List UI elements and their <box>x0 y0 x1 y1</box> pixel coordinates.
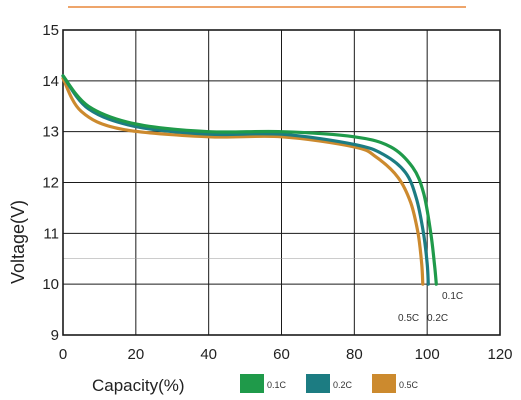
series-line-0.5C <box>61 76 425 286</box>
y-tick-label: 9 <box>51 327 59 344</box>
y-tick-labels: 9 10 11 12 13 14 15 <box>42 22 59 344</box>
legend-swatch-0.5C <box>372 374 396 393</box>
legend-label-0.1C: 0.1C <box>267 380 287 390</box>
y-tick-label: 10 <box>42 276 59 293</box>
x-tick-label: 0 <box>59 346 67 363</box>
y-tick-label: 14 <box>42 73 59 90</box>
x-tick-label: 120 <box>487 346 512 363</box>
legend-label-0.2C: 0.2C <box>333 380 353 390</box>
x-axis-label: Capacity(%) <box>92 376 185 395</box>
x-tick-label: 80 <box>346 346 363 363</box>
plot-frame <box>62 29 501 336</box>
series-layer <box>61 74 438 286</box>
annotation-0.2C: 0.2C <box>427 313 448 324</box>
x-tick-label: 40 <box>200 346 217 363</box>
y-tick-label: 15 <box>42 22 59 39</box>
x-tick-labels: 0 20 40 60 80 100 120 <box>59 346 513 363</box>
y-tick-label: 13 <box>42 124 59 141</box>
series-line-0.2C <box>61 74 430 286</box>
legend-label-0.5C: 0.5C <box>399 380 419 390</box>
grid <box>62 29 501 336</box>
annotation-0.1C: 0.1C <box>442 291 463 302</box>
x-tick-label: 20 <box>127 346 144 363</box>
y-axis-label: Voltage(V) <box>8 200 28 284</box>
legend-swatch-0.2C <box>306 374 330 393</box>
x-tick-label: 60 <box>273 346 290 363</box>
series-line-0.1C <box>61 74 438 286</box>
legend-swatch-0.1C <box>240 374 264 393</box>
y-tick-label: 11 <box>43 225 59 242</box>
y-tick-label: 12 <box>42 175 59 192</box>
x-tick-label: 100 <box>415 346 440 363</box>
legend: 0.1C 0.2C 0.5C <box>240 374 419 393</box>
annotation-0.5C: 0.5C <box>398 313 419 324</box>
